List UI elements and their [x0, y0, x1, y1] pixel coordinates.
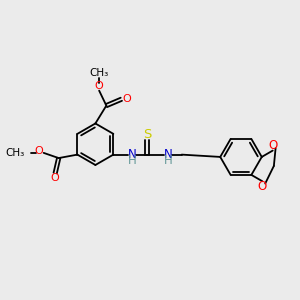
Text: H: H — [128, 154, 137, 167]
Text: S: S — [143, 128, 151, 141]
Text: N: N — [164, 148, 173, 161]
Text: CH₃: CH₃ — [89, 68, 109, 78]
Text: CH₃: CH₃ — [5, 148, 24, 158]
Text: O: O — [268, 139, 277, 152]
Text: O: O — [51, 173, 60, 183]
Text: O: O — [258, 180, 267, 193]
Text: O: O — [34, 146, 43, 156]
Text: H: H — [164, 154, 173, 167]
Text: O: O — [95, 81, 103, 91]
Text: N: N — [128, 148, 137, 161]
Text: O: O — [122, 94, 131, 104]
